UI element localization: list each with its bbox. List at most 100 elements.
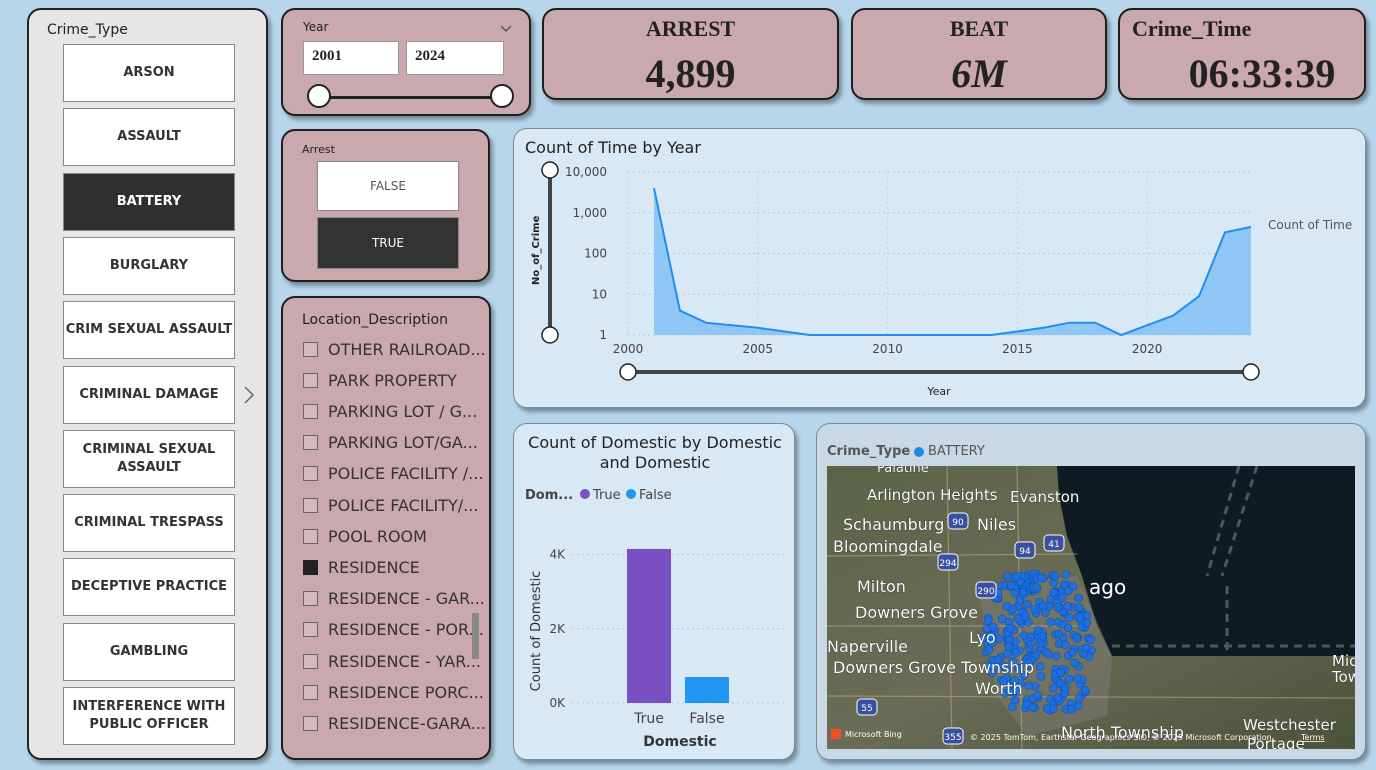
area-y-zoom-handle-top[interactable] (541, 161, 559, 179)
map-crime-dot[interactable] (1049, 683, 1058, 693)
map-crime-dot[interactable] (1003, 571, 1012, 581)
crime-type-button[interactable]: CRIMINAL SEXUAL ASSAULT (63, 429, 235, 488)
map-crime-dot[interactable] (1074, 593, 1083, 603)
map-crime-dot[interactable] (984, 661, 994, 670)
checkbox[interactable] (303, 653, 318, 669)
map-terms-link[interactable]: Terms (1300, 733, 1325, 742)
chevron-down-icon[interactable] (499, 20, 513, 32)
map-legend-item[interactable]: BATTERY (928, 444, 985, 459)
map-crime-dot[interactable] (1036, 672, 1046, 681)
checkbox[interactable] (303, 466, 318, 482)
map-crime-dot[interactable] (1023, 599, 1032, 609)
checkbox[interactable] (303, 435, 318, 451)
map-crime-dot[interactable] (994, 655, 1003, 664)
map-crime-dot[interactable] (1072, 634, 1082, 643)
map-crime-dot[interactable] (987, 638, 997, 648)
crime-type-button[interactable]: BATTERY (63, 172, 235, 231)
map-crime-dot[interactable] (1036, 573, 1046, 583)
map-crime-dot[interactable] (984, 616, 993, 625)
bar-false[interactable] (685, 677, 729, 703)
map-crime-dot[interactable] (1086, 635, 1096, 644)
map-crime-dot[interactable] (1032, 582, 1041, 592)
map-crime-dot[interactable] (1018, 587, 1028, 597)
crime-type-button[interactable]: ARSON (63, 44, 235, 102)
map-crime-dot[interactable] (1038, 631, 1047, 641)
map-crime-dot[interactable] (1030, 605, 1039, 614)
map-crime-dot[interactable] (1021, 611, 1030, 621)
map-crime-dot[interactable] (1019, 631, 1028, 640)
map-crime-dot[interactable] (1082, 618, 1092, 627)
map-crime-dot[interactable] (1049, 588, 1058, 597)
location-item[interactable]: RESIDENCE - GAR... (303, 587, 485, 611)
location-item[interactable]: POOL ROOM (303, 524, 427, 548)
map-crime-dot[interactable] (989, 622, 998, 632)
map-crime-dot[interactable] (1010, 676, 1020, 685)
checkbox[interactable] (303, 591, 318, 607)
map-crime-dot[interactable] (1004, 642, 1013, 651)
map-crime-dot[interactable] (1064, 613, 1074, 622)
checkbox[interactable] (303, 715, 318, 731)
map-crime-dot[interactable] (1015, 664, 1024, 673)
map-crime-dot[interactable] (1060, 580, 1069, 590)
arrest-true-button[interactable]: TRUE (317, 217, 459, 269)
map-crime-dot[interactable] (1068, 647, 1077, 657)
map-crime-dot[interactable] (997, 614, 1007, 624)
map-crime-dot[interactable] (1060, 683, 1070, 692)
map-crime-dot[interactable] (1061, 640, 1070, 649)
map-crime-dot[interactable] (1049, 704, 1058, 713)
map-crime-dot[interactable] (1005, 687, 1014, 696)
crime-type-button[interactable]: CRIMINAL DAMAGE (63, 365, 235, 424)
map-crime-dot[interactable] (1067, 705, 1077, 714)
bar-legend-false-label[interactable]: False (639, 488, 672, 503)
map-crime-dot[interactable] (1053, 693, 1062, 702)
map-crime-dot[interactable] (1064, 674, 1074, 684)
map-crime-dot[interactable] (1054, 629, 1064, 639)
map-crime-dot[interactable] (1012, 572, 1022, 581)
map-crime-dot[interactable] (984, 645, 994, 654)
map-crime-dot[interactable] (1063, 601, 1073, 611)
checkbox[interactable] (303, 497, 318, 513)
map-crime-dot[interactable] (1061, 570, 1071, 579)
map-crime-dot[interactable] (1008, 656, 1017, 666)
map-crime-dot[interactable] (1005, 624, 1015, 633)
map-crime-dot[interactable] (988, 668, 997, 677)
map-crime-dot[interactable] (1046, 618, 1055, 627)
location-item[interactable]: RESIDENCE - YAR... (303, 649, 481, 673)
checkbox[interactable] (303, 528, 318, 544)
map-crime-dot[interactable] (999, 676, 1008, 686)
map-crime-dot[interactable] (1072, 674, 1082, 683)
crime-type-button[interactable]: INTERFERENCE WITH PUBLIC OFFICER (63, 687, 235, 745)
map-crime-dot[interactable] (1007, 702, 1017, 712)
checkbox[interactable] (303, 372, 318, 388)
map-crime-dot[interactable] (1028, 702, 1037, 712)
location-item[interactable]: PARKING LOT/GA... (303, 431, 478, 455)
map-crime-dot[interactable] (1035, 662, 1045, 671)
checkbox[interactable] (303, 559, 318, 575)
map-crime-dot[interactable] (1081, 643, 1091, 653)
location-item[interactable]: RESIDENCE PORC... (303, 680, 484, 704)
year-range-handle-start[interactable] (307, 84, 331, 108)
map-crime-dot[interactable] (1013, 613, 1023, 623)
map-crime-dot[interactable] (995, 634, 1004, 644)
map-crime-dot[interactable] (1002, 664, 1011, 674)
map-crime-dot[interactable] (1019, 671, 1029, 680)
location-item[interactable]: RESIDENCE (303, 555, 420, 579)
area-x-zoom-handle-right[interactable] (1242, 363, 1260, 381)
map-crime-dot[interactable] (1011, 648, 1021, 657)
map-crime-dot[interactable] (1063, 623, 1073, 632)
crime-type-button[interactable]: GAMBLING (63, 622, 235, 681)
crime-type-button[interactable]: CRIMINAL TRESPASS (63, 494, 235, 553)
checkbox[interactable] (303, 403, 318, 419)
map-crime-dot[interactable] (1053, 618, 1063, 627)
map-crime-dot[interactable] (1075, 603, 1084, 612)
location-item[interactable]: RESIDENCE-GARA... (303, 711, 486, 735)
year-range-handle-end[interactable] (490, 84, 514, 108)
map-canvas[interactable]: Palatine Arlington Heights Evanston Schaumb… (827, 466, 1355, 749)
area-x-zoom-handle-left[interactable] (619, 363, 637, 381)
crime-type-button[interactable]: DECEPTIVE PRACTICE (63, 558, 235, 617)
location-item[interactable]: POLICE FACILITY/... (303, 493, 478, 517)
map-crime-dot[interactable] (1024, 658, 1033, 667)
arrest-false-button[interactable]: FALSE (317, 161, 459, 211)
location-item[interactable]: RESIDENCE - POR... (303, 618, 484, 642)
map-crime-dot[interactable] (1058, 593, 1067, 603)
